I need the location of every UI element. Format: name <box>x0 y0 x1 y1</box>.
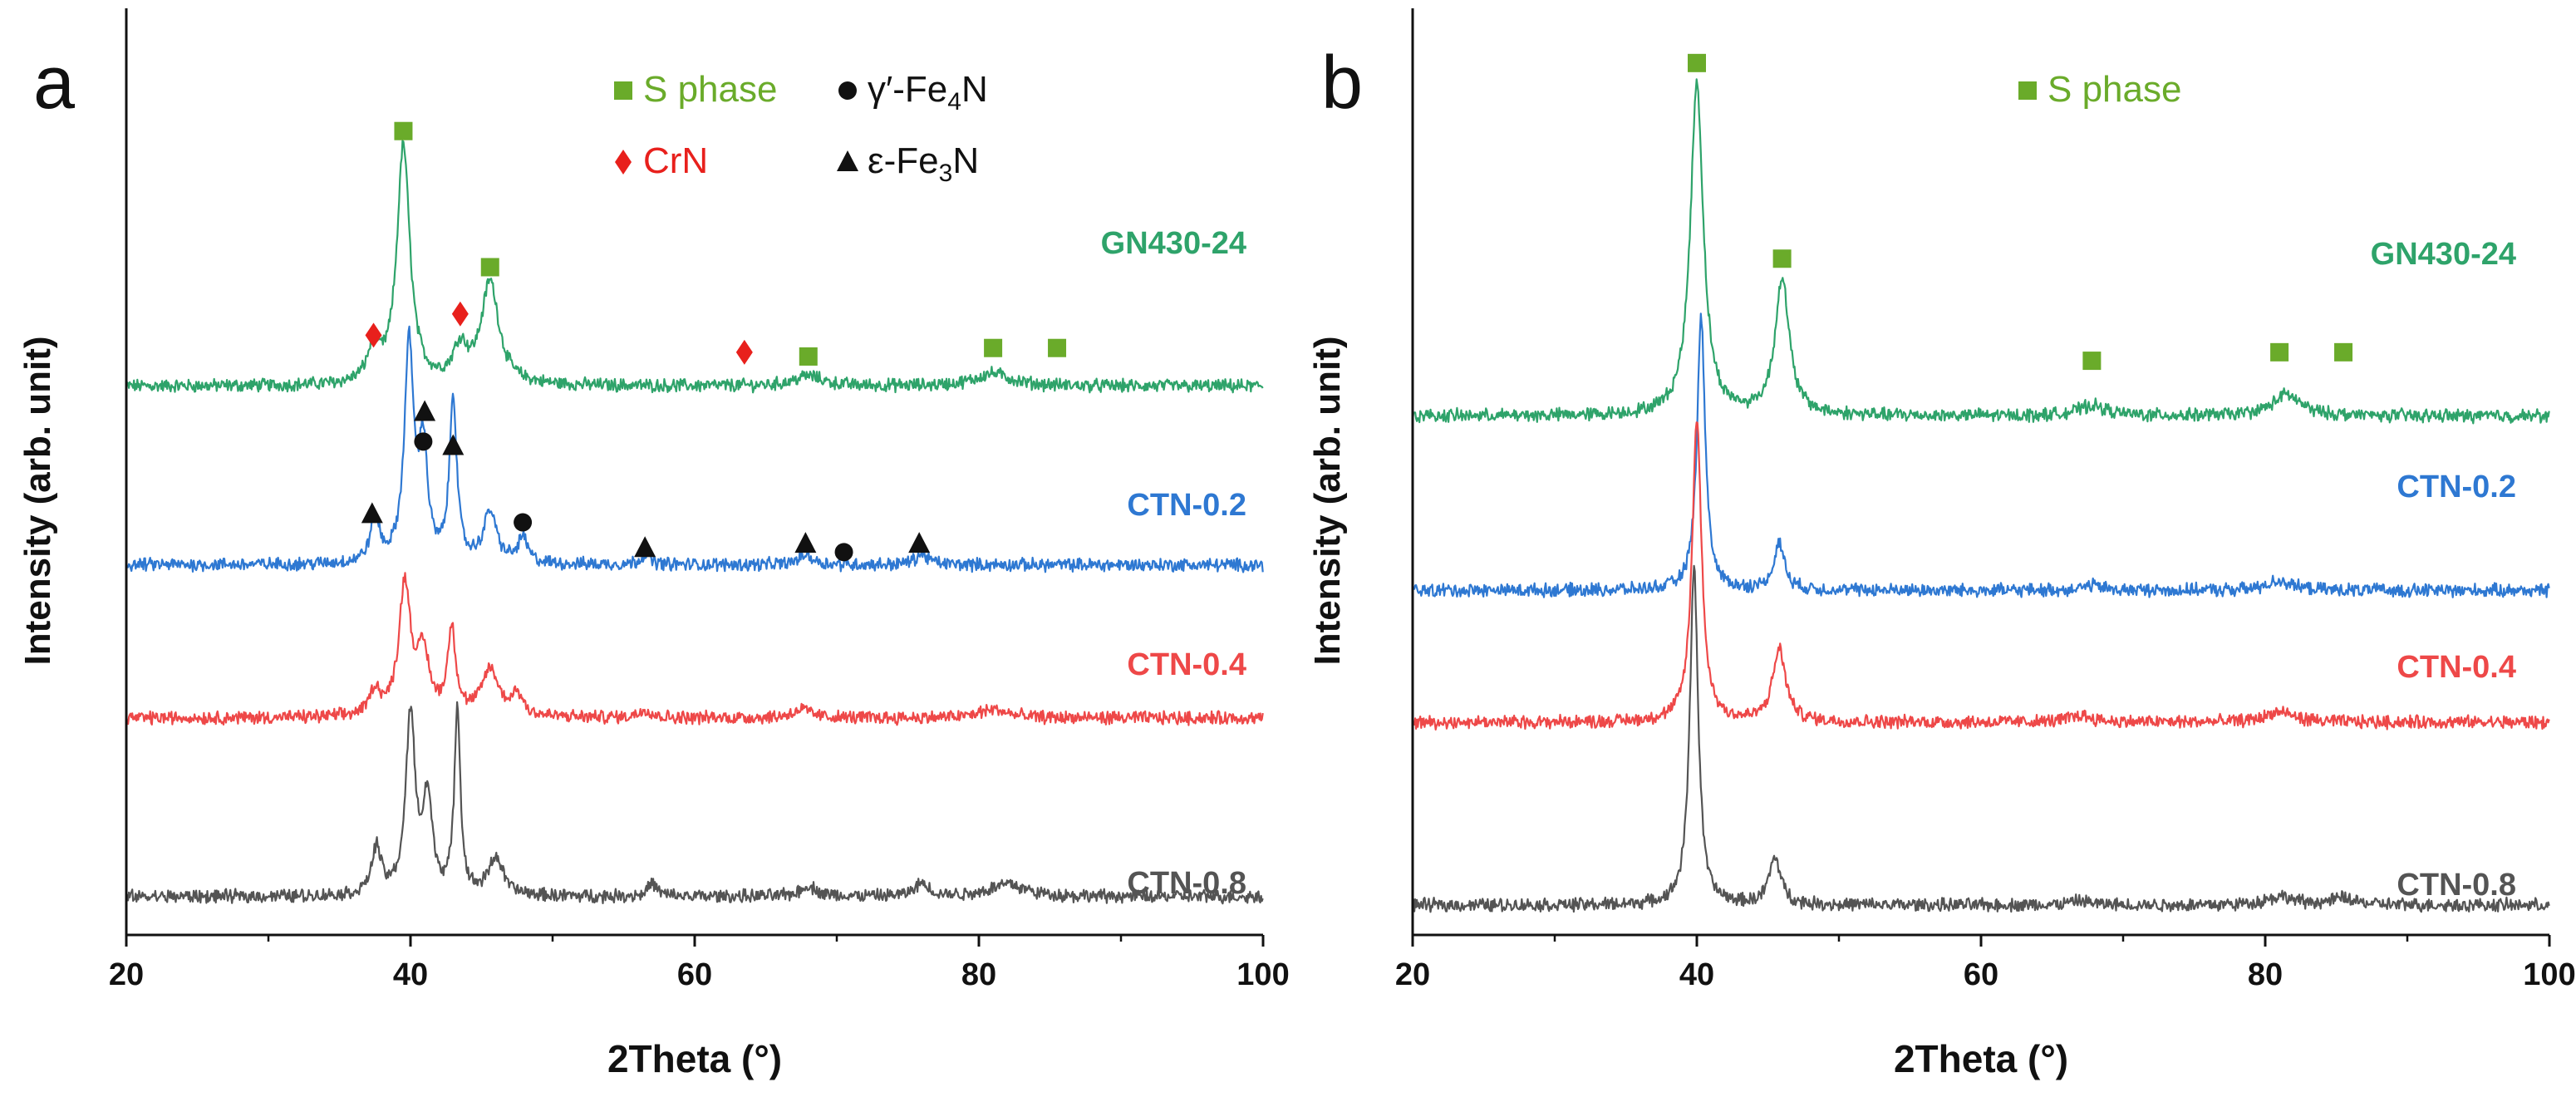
peak-marker-square <box>2334 342 2353 362</box>
legend-label-text: CrN <box>643 140 708 181</box>
peak-marker-diamond <box>451 301 469 327</box>
peak-marker-triangle <box>442 434 465 455</box>
peak-marker-square <box>799 347 818 366</box>
legend-label: S phase <box>2048 69 2181 110</box>
x-axis-title: 2Theta (°) <box>1894 1037 2068 1080</box>
legend-subscript: 3 <box>939 160 953 187</box>
peak-marker-triangle <box>794 532 817 553</box>
legend-symbol-triangle <box>837 150 858 171</box>
series-label: CTN-0.2 <box>2397 470 2516 504</box>
x-tick-label: 20 <box>109 957 144 992</box>
peak-marker-square <box>480 258 499 277</box>
legend-label-tail: N <box>961 69 988 110</box>
series-label: GN430-24 <box>2371 237 2516 272</box>
peak-marker-diamond <box>365 322 382 348</box>
series-line-ctn-0.8 <box>125 701 1264 905</box>
series-line-ctn-0.2 <box>1411 312 2550 598</box>
x-tick-label: 100 <box>1236 957 1289 992</box>
legend-symbol-diamond <box>615 150 632 175</box>
panel-label: b <box>1321 42 1363 125</box>
x-tick-label: 80 <box>2248 957 2283 992</box>
series-label: CTN-0.4 <box>1127 647 1246 682</box>
series-line-ctn-0.4 <box>1411 421 2550 731</box>
legend-label-text: S phase <box>643 69 777 110</box>
y-axis-title: Intensity (arb. unit) <box>17 337 58 666</box>
legend-symbol-square <box>614 81 632 100</box>
legend-label-text: ε-Fe <box>868 140 939 181</box>
peak-marker-square <box>984 338 1003 357</box>
peak-marker-square <box>1772 249 1792 268</box>
peak-marker-circle <box>514 513 533 532</box>
legend-symbol-circle <box>838 81 857 100</box>
legend-label-text: γ′-Fe <box>868 69 947 110</box>
peak-marker-triangle <box>414 400 436 421</box>
x-tick-label: 60 <box>677 957 712 992</box>
peak-marker-circle <box>414 432 433 451</box>
legend-label: CrN <box>643 140 708 181</box>
series-label: CTN-0.4 <box>2397 650 2516 685</box>
x-tick-label: 80 <box>961 957 996 992</box>
peak-marker-circle <box>834 543 853 562</box>
chart-panel-b: b GN430-24 CTN-0.2 CTN-0.4 CTN-0.8 S phase 20 4… <box>1307 8 2576 1080</box>
legend-label: S phase <box>643 69 777 110</box>
x-tick-label: 40 <box>1679 957 1714 992</box>
peak-marker-square <box>394 121 413 140</box>
peak-marker-triangle <box>361 502 383 524</box>
y-axis-title: Intensity (arb. unit) <box>1307 337 1348 666</box>
x-axis-title: 2Theta (°) <box>607 1037 782 1080</box>
legend-label: γ′-Fe4N <box>868 69 988 116</box>
series-label: CTN-0.8 <box>1127 866 1246 901</box>
peak-marker-triangle <box>908 532 931 553</box>
x-tick-label: 60 <box>1964 957 1998 992</box>
peak-marker-square <box>1688 53 1706 72</box>
legend-label-text: S phase <box>2048 69 2181 110</box>
series-line-ctn-0.2 <box>125 325 1264 573</box>
x-tick-label: 100 <box>2523 957 2575 992</box>
peak-marker-diamond <box>735 339 753 365</box>
peak-marker-square <box>1048 338 1067 357</box>
series-label: GN430-24 <box>1101 226 1246 261</box>
peak-marker-triangle <box>634 536 656 558</box>
series-line-ctn-0.4 <box>125 572 1264 726</box>
series-label: CTN-0.8 <box>2397 868 2516 903</box>
x-tick-label: 40 <box>393 957 428 992</box>
peak-marker-square <box>2270 342 2289 362</box>
chart-panel-a: a GN430-24 CTN-0.2 CTN-0.4 CTN-0.8 S phase γ′-… <box>17 8 1290 1080</box>
series-line-gn430-24 <box>125 140 1264 394</box>
series-line-ctn-0.8 <box>1411 564 2550 913</box>
series-label: CTN-0.2 <box>1127 488 1246 523</box>
legend-symbol-square <box>2018 81 2037 100</box>
legend-subscript: 4 <box>947 88 961 116</box>
series-line-gn430-24 <box>1411 78 2550 425</box>
legend-label: ε-Fe3N <box>868 140 979 187</box>
panel-label: a <box>33 42 76 125</box>
peak-marker-square <box>2082 352 2102 371</box>
x-tick-label: 20 <box>1395 957 1430 992</box>
legend-label-tail: N <box>952 140 979 181</box>
